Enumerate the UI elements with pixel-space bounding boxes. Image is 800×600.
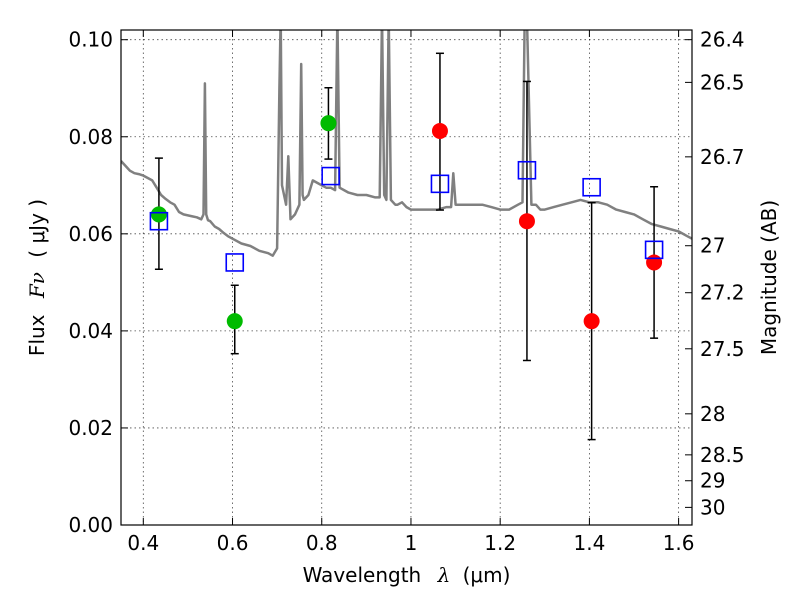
y2-tick-label: 27.5	[700, 337, 745, 361]
y2-axis-label: Magnitude (AB)	[757, 200, 781, 355]
x-tick-label: 0.6	[217, 531, 249, 555]
y-tick-label: 0.10	[68, 28, 113, 52]
model-spectrum-line	[121, 30, 692, 257]
grid	[121, 30, 692, 526]
observed-flux-point	[646, 254, 663, 271]
y2-tick-label: 28.5	[700, 443, 745, 467]
y2-tick-label: 26.5	[700, 70, 745, 94]
y-tick-label: 0.04	[68, 319, 113, 343]
model-flux-square	[644, 240, 664, 260]
y2-tick-label: 29	[700, 469, 725, 493]
y-tick-label: 0.00	[68, 513, 113, 537]
model-flux-square	[430, 174, 450, 194]
y2-tick-label: 26.4	[700, 28, 745, 52]
x-tick-label: 1	[405, 531, 418, 555]
y-tick-label: 0.06	[68, 222, 113, 246]
observed-flux-point	[431, 122, 448, 139]
observed-flux-point	[518, 213, 535, 230]
y2-tick-label: 26.7	[700, 145, 745, 169]
plot-frame	[120, 29, 693, 526]
plot-area	[121, 30, 692, 441]
x-tick-label: 1.2	[484, 531, 516, 555]
model-flux-square	[582, 177, 601, 197]
model-flux-square	[225, 253, 245, 272]
model-flux-square	[321, 166, 340, 186]
y2-tick-label: 27	[700, 234, 725, 258]
y-axis-label: Flux Fν ( μJy )	[25, 199, 49, 356]
observed-flux-point	[150, 206, 167, 223]
observed-flux-point	[583, 313, 600, 330]
observed-flux-point	[226, 313, 243, 330]
model-flux-square	[149, 211, 169, 231]
x-tick-label: 0.8	[306, 531, 338, 555]
model-flux-square	[517, 160, 537, 180]
x-axis-label: Wavelength λ (μm)	[303, 563, 511, 587]
x-tick-label: 1.4	[573, 531, 605, 555]
y-tick-label: 0.02	[68, 416, 113, 440]
x-tick-label: 1.6	[663, 531, 695, 555]
y2-tick-label: 30	[700, 495, 725, 519]
y-tick-label: 0.08	[68, 125, 113, 149]
x-tick-label: 0.4	[127, 531, 159, 555]
y2-tick-label: 27.2	[700, 281, 745, 305]
observed-flux-point	[320, 115, 337, 132]
ticks: 0.4 0.6 0.8 1 1.2 1.4 1.6 0.00 0.02 0.04 0.06 0.08 0…	[68, 28, 744, 555]
y2-tick-label: 28	[700, 402, 725, 426]
